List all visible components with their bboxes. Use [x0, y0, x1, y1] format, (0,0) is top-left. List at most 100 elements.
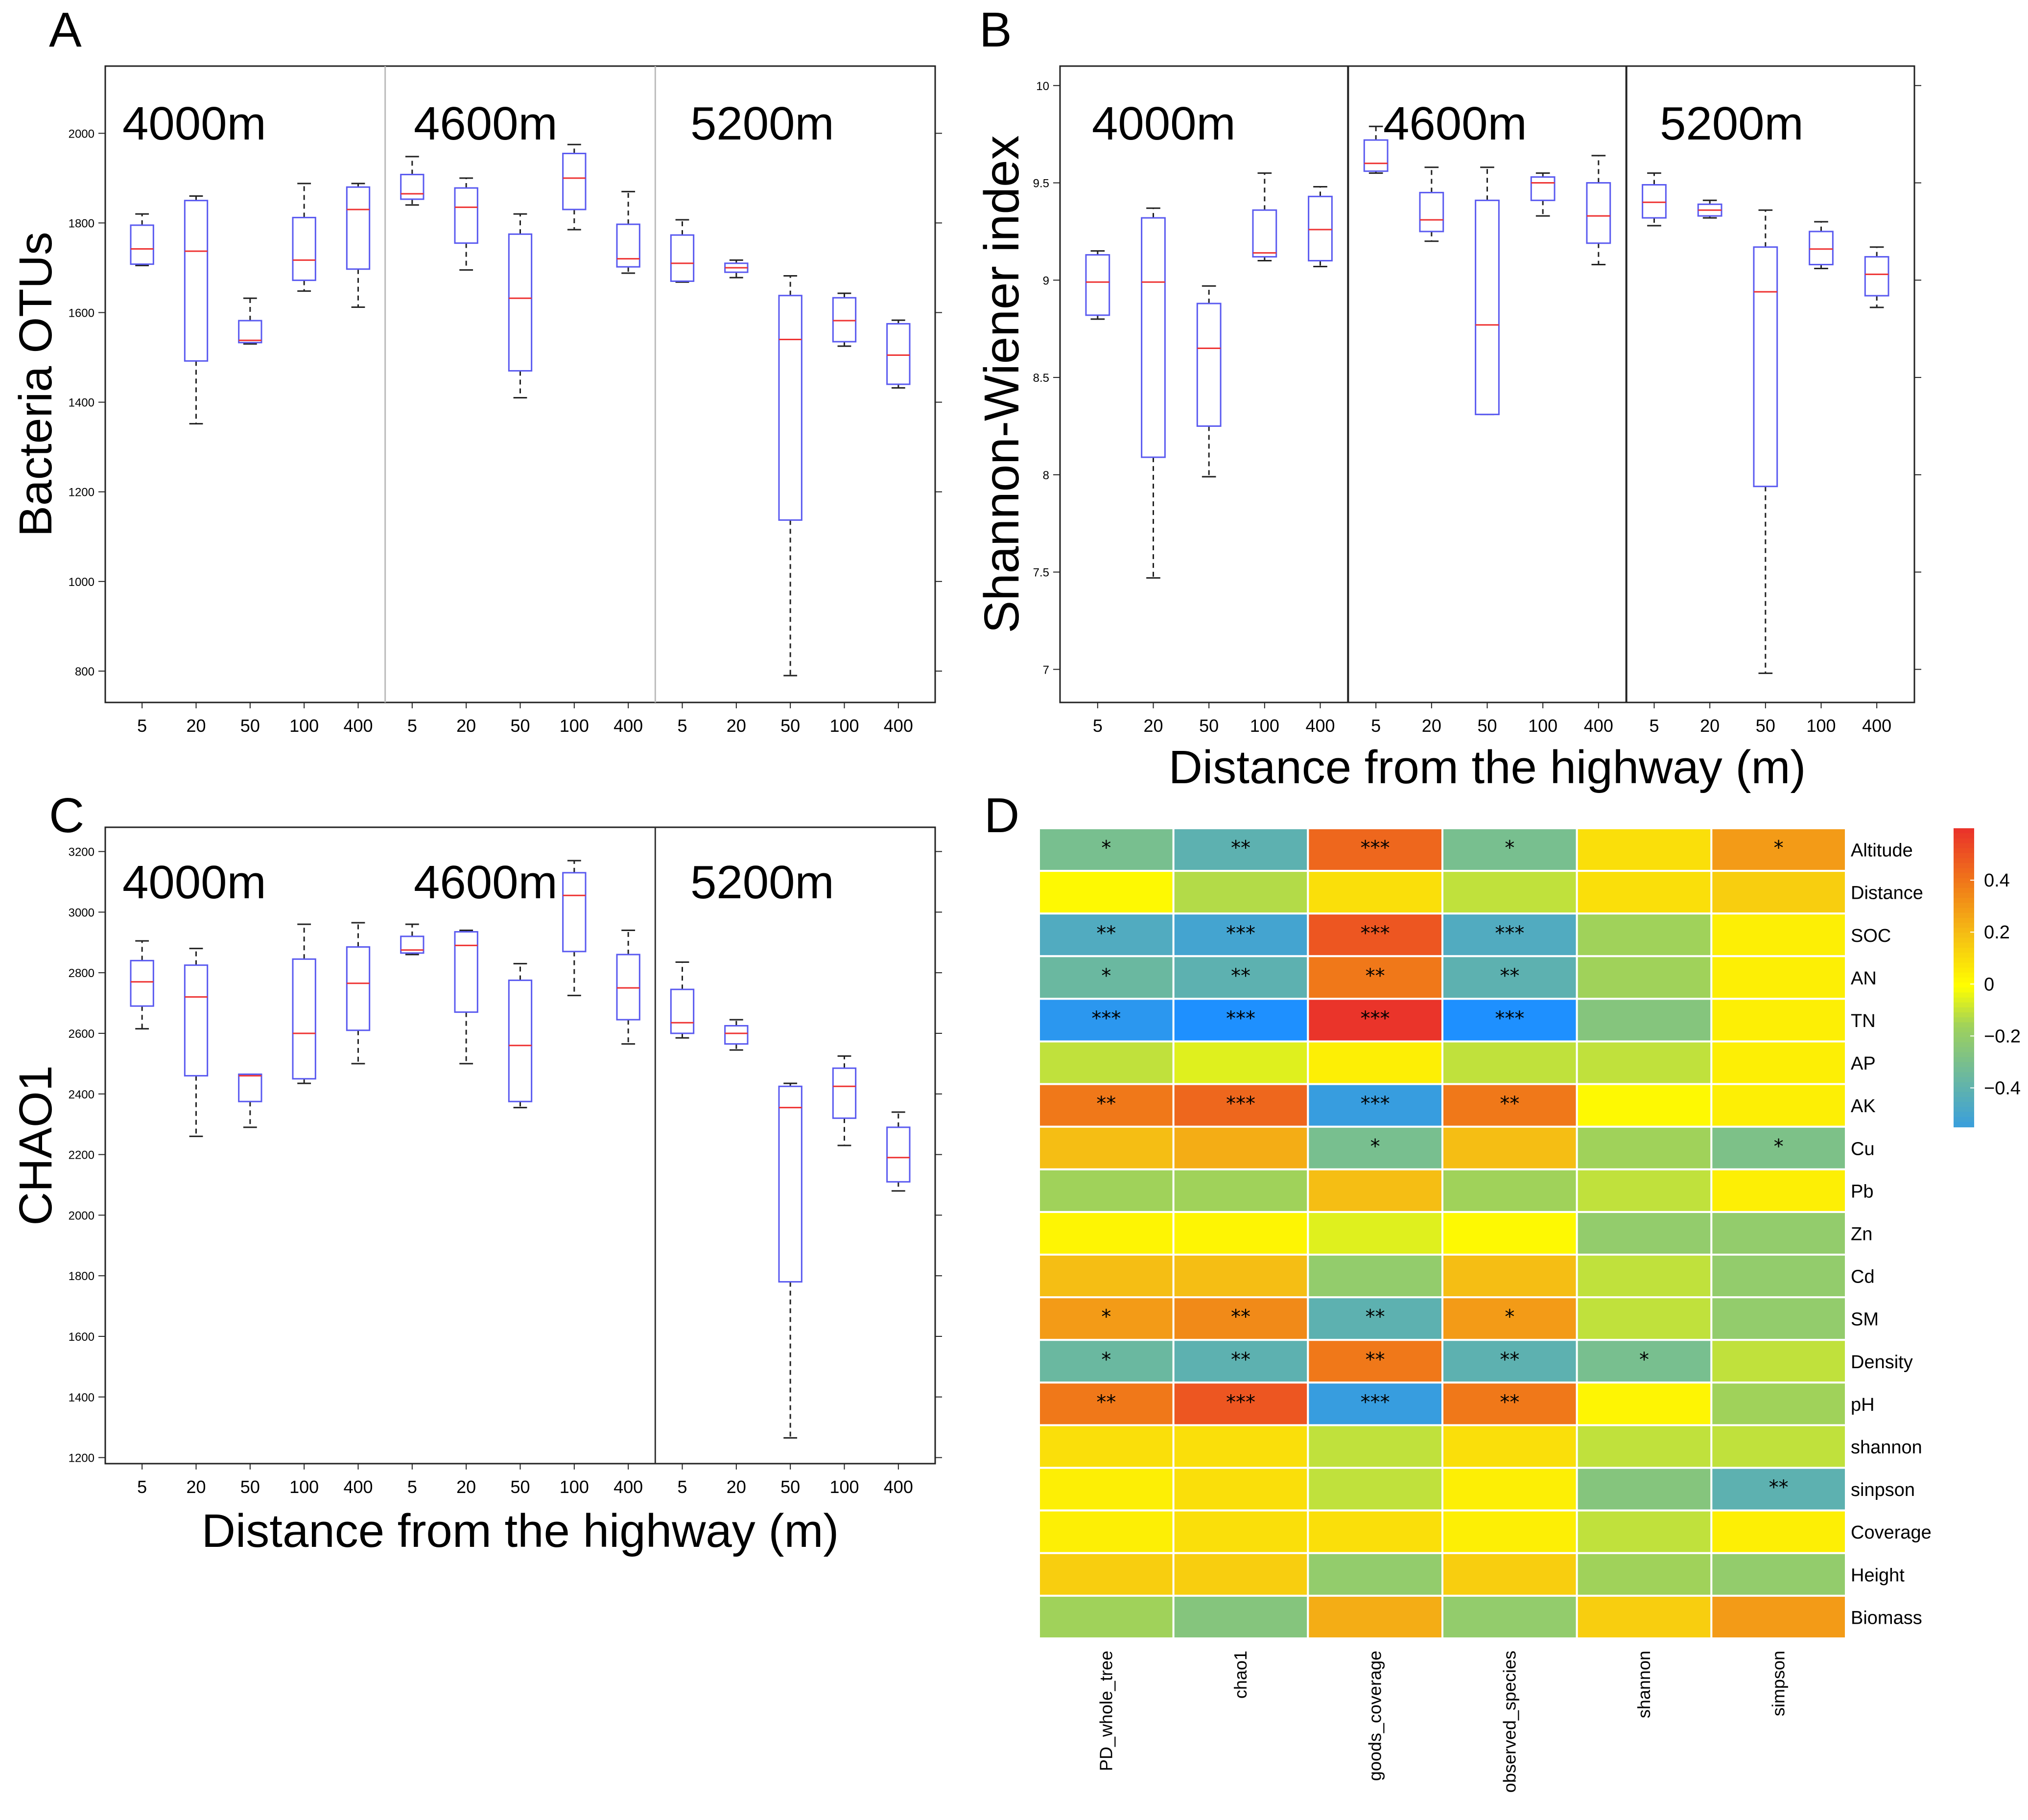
y-tick-label: 1400 [69, 397, 94, 410]
heat-row-label: AK [1851, 1096, 1876, 1117]
altitude-label-5200m: 5200m [690, 856, 834, 909]
altitude-label-4600m: 4600m [1383, 97, 1527, 150]
heat-cell-Pb-simpson [1710, 1168, 1847, 1213]
heat-cell-Biomass-simpson [1710, 1594, 1847, 1640]
significance-mark: *** [1226, 1093, 1255, 1115]
x-tick-label: 400 [1862, 716, 1891, 736]
colorbar-segment [1954, 978, 1974, 983]
altitude-label-4000m: 4000m [122, 97, 266, 150]
box-4000m-400 [346, 183, 371, 308]
heat-cell-TN-simpson [1710, 998, 1847, 1043]
significance-mark: ** [1366, 1349, 1385, 1371]
colorbar-segment [1954, 1037, 1974, 1043]
x-tick-label: 20 [456, 1477, 476, 1497]
x-tick-label: 20 [727, 716, 746, 736]
y-tick-label: 2600 [69, 1027, 94, 1041]
colorbar-segment [1954, 1087, 1974, 1093]
heat-cell-Distance-goods_coverage [1307, 870, 1443, 915]
x-tick-label: 5 [407, 1477, 417, 1497]
heat-row-label: SM [1851, 1309, 1879, 1330]
colorbar-segment [1954, 828, 1974, 834]
x-tick-label: 100 [560, 716, 589, 736]
colorbar-segment [1954, 957, 1974, 963]
heat-cell-Distance-shannon [1576, 870, 1713, 915]
panel-letter-c: C [49, 788, 84, 843]
heat-cell-SM-PD_whole_tree [1038, 1296, 1175, 1341]
heat-cell-sinpson-shannon [1576, 1467, 1713, 1512]
x-tick-label: 5 [407, 716, 417, 736]
box-iqr [778, 1085, 802, 1283]
heat-cell-AK-chao1 [1172, 1083, 1309, 1128]
heat-cell-AN-PD_whole_tree [1038, 955, 1175, 1000]
significance-mark: ** [1096, 1093, 1116, 1115]
colorbar-segment [1954, 1052, 1974, 1058]
panel-c-boxplot: 1200 1400 1600 1800 2000 2200 2400 2600 2800 3000… [10, 826, 942, 1557]
panel-b-boxplot: 7 7.5 8 8.5 9 9.5 10 Shannon-Wiener index 5 20 50 1… [974, 65, 1921, 793]
altitude-label-4000m: 4000m [1092, 97, 1236, 150]
significance-mark: * [1505, 837, 1514, 860]
box-iqr [1419, 191, 1444, 233]
heat-cell-sinpson-chao1 [1172, 1467, 1309, 1512]
colorbar-segment [1954, 838, 1974, 844]
y-tick-label: 2000 [69, 1209, 94, 1222]
heat-cell-Height-PD_whole_tree [1038, 1552, 1175, 1597]
significance-mark: *** [1361, 837, 1390, 860]
significance-mark: * [1101, 837, 1111, 860]
colorbar-segment [1954, 878, 1974, 884]
heat-cell-Zn-simpson [1710, 1211, 1847, 1256]
box-4600m-100 [562, 143, 587, 231]
heat-cell-Coverage-chao1 [1172, 1509, 1309, 1554]
box-4000m-400 [346, 922, 371, 1065]
y-tick-label: 8 [1043, 469, 1049, 482]
colorbar-segment [1954, 1107, 1974, 1113]
y-tick-label: 2200 [69, 1149, 94, 1162]
box-4000m-100 [292, 923, 316, 1084]
heat-cell-Cu-shannon [1576, 1125, 1713, 1170]
heat-cell-Pb-chao1 [1172, 1168, 1309, 1213]
x-tick-label: 50 [1756, 716, 1775, 736]
x-tick-label: 400 [884, 716, 913, 736]
x-tick-label: 50 [780, 716, 800, 736]
significance-mark: * [1370, 1135, 1380, 1158]
colorbar-segment [1954, 1032, 1974, 1038]
y-tick-label: 1600 [69, 307, 94, 320]
colorbar-segment [1954, 918, 1974, 924]
heat-cell-Density-simpson [1710, 1339, 1847, 1384]
box-iqr [238, 320, 262, 344]
box-iqr [562, 872, 587, 953]
box-iqr [886, 323, 911, 385]
y-tick-label: 800 [75, 665, 94, 678]
heat-column-label: PD_whole_tree [1096, 1651, 1116, 1771]
box-iqr [1753, 246, 1778, 488]
heat-cell-Altitude-observed_species [1441, 827, 1578, 872]
significance-mark: * [1101, 965, 1111, 987]
colorbar-segment [1954, 1017, 1974, 1023]
x-tick-label: 50 [240, 716, 260, 736]
heat-cell-Biomass-shannon [1576, 1594, 1713, 1640]
colorbar-segment [1954, 848, 1974, 854]
significance-mark: * [1774, 1135, 1784, 1158]
heat-cell-Distance-chao1 [1172, 870, 1309, 915]
heat-cell-Cu-chao1 [1172, 1125, 1309, 1170]
significance-mark: * [1101, 1349, 1111, 1371]
heat-row-label: Cu [1851, 1139, 1875, 1159]
heat-row-label: pH [1851, 1395, 1875, 1415]
x-axis-title: Distance from the highway (m) [1169, 741, 1806, 793]
box-iqr [508, 233, 533, 372]
box-4600m-20 [454, 929, 478, 1065]
heat-row-label: Density [1851, 1352, 1913, 1373]
box-iqr [292, 958, 316, 1080]
box-iqr [1809, 231, 1834, 266]
colorbar-segment [1954, 863, 1974, 869]
colorbar-segment [1954, 1067, 1974, 1073]
x-tick-label: 5 [677, 1477, 687, 1497]
box-iqr [184, 964, 209, 1077]
heat-cell-AK-goods_coverage [1307, 1083, 1443, 1128]
colorbar-segment [1954, 1082, 1974, 1088]
x-axis-title: Distance from the highway (m) [202, 1505, 839, 1557]
x-tick-label: 100 [1250, 716, 1279, 736]
significance-mark: ** [1500, 1391, 1519, 1414]
box-5200m-100 [832, 292, 857, 347]
significance-mark: ** [1366, 965, 1385, 987]
box-4600m-50 [508, 213, 533, 398]
